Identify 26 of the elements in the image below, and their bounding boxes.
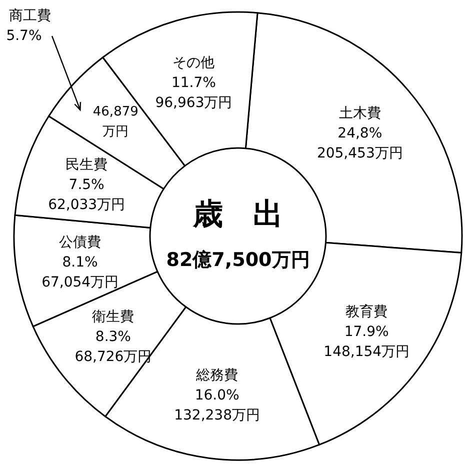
- slice-label: 衛生費: [92, 309, 134, 326]
- data-label: 7.5%: [68, 177, 104, 194]
- text: 82億7,500万円: [166, 249, 310, 271]
- text: 68,726万円: [74, 349, 152, 366]
- slice-label: 土木費: [338, 105, 381, 122]
- data-label: 16.0%: [194, 388, 240, 404]
- data-label: 5.7%: [6, 28, 42, 44]
- slice-label: その他: [172, 55, 215, 72]
- slice-label: 公債費: [59, 234, 102, 251]
- slice-label: 商工費: [9, 8, 51, 24]
- data-label: 8.3%: [95, 329, 131, 346]
- text: 67,054万円: [42, 274, 119, 291]
- data-label: 8.1%: [62, 254, 98, 271]
- data-label: 11.7%: [171, 75, 216, 92]
- data-label: 24,8%: [338, 125, 382, 142]
- slice-label: 総務費: [195, 368, 238, 384]
- text: 46,879 万円: [92, 104, 138, 140]
- text: 205,453万円: [316, 145, 403, 162]
- slice-label: 民生費: [66, 157, 108, 174]
- data-label: 17.9%: [344, 324, 389, 340]
- text: 96,963万円: [155, 95, 232, 112]
- text: 62,033万円: [48, 197, 126, 214]
- text: 148,154万円: [324, 344, 410, 360]
- slice-label: 教育費: [346, 303, 388, 320]
- text: 132,238万円: [174, 408, 260, 424]
- text: 歳 出: [192, 197, 283, 232]
